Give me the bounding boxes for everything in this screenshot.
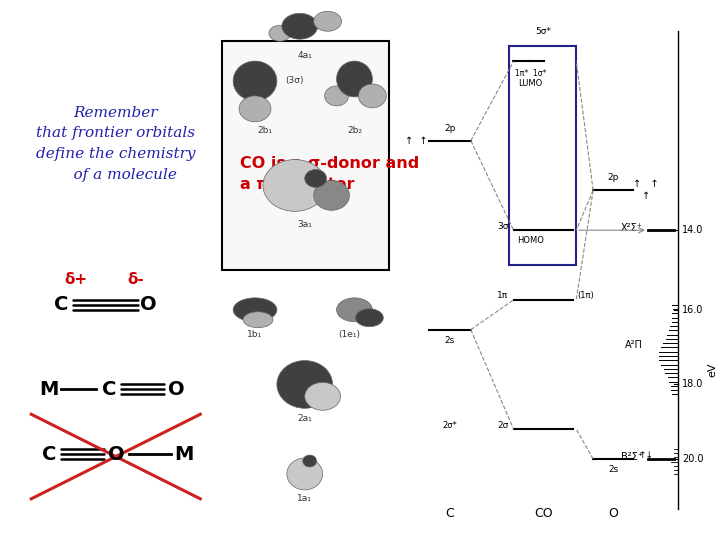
Ellipse shape — [277, 361, 333, 408]
Ellipse shape — [356, 309, 383, 327]
Text: 3σ: 3σ — [497, 222, 508, 231]
Text: 2a₁: 2a₁ — [297, 414, 312, 423]
Text: M: M — [40, 380, 59, 399]
Ellipse shape — [239, 96, 271, 122]
Ellipse shape — [336, 61, 372, 97]
Text: 1b₁: 1b₁ — [248, 330, 263, 339]
Text: 2s: 2s — [445, 336, 455, 345]
Text: ↑   ↑: ↑ ↑ — [633, 179, 659, 190]
Text: C: C — [446, 507, 454, 520]
Text: C: C — [54, 295, 68, 314]
Ellipse shape — [314, 11, 341, 31]
Text: A²Π: A²Π — [625, 340, 643, 349]
Text: 2b₂: 2b₂ — [347, 126, 362, 135]
Text: 16.0: 16.0 — [682, 305, 703, 315]
Ellipse shape — [302, 455, 317, 467]
Text: ↑↓: ↑↓ — [639, 450, 653, 460]
Text: eV: eV — [708, 362, 718, 377]
Text: 2σ: 2σ — [498, 421, 508, 430]
Text: (1e₁): (1e₁) — [338, 330, 361, 339]
Ellipse shape — [287, 458, 323, 490]
Text: B²Σ⁺: B²Σ⁺ — [621, 452, 643, 462]
Text: 1π: 1π — [498, 292, 508, 300]
Text: 2σ*: 2σ* — [443, 421, 457, 430]
Ellipse shape — [336, 298, 372, 322]
Text: δ+: δ+ — [64, 273, 88, 287]
Text: C: C — [102, 380, 116, 399]
Ellipse shape — [282, 14, 318, 39]
Text: (1π): (1π) — [577, 292, 594, 300]
Text: O: O — [140, 295, 157, 314]
Ellipse shape — [269, 25, 291, 41]
Text: 2b₁: 2b₁ — [258, 126, 272, 135]
Text: 20.0: 20.0 — [682, 454, 703, 464]
Text: 1π*  1σ*: 1π* 1σ* — [515, 69, 546, 78]
Text: 5σ*: 5σ* — [536, 27, 552, 36]
Text: CO is a σ-donor and
a π-acceptor: CO is a σ-donor and a π-acceptor — [240, 156, 419, 192]
Ellipse shape — [233, 61, 277, 101]
Bar — [222, 41, 390, 270]
Bar — [508, 46, 576, 265]
Text: 2p: 2p — [444, 124, 456, 133]
Text: HOMO: HOMO — [517, 236, 544, 245]
Ellipse shape — [359, 84, 387, 108]
Text: 2p: 2p — [608, 173, 618, 183]
Text: O: O — [168, 380, 185, 399]
Text: LUMO: LUMO — [518, 79, 543, 88]
Text: ↑: ↑ — [642, 191, 650, 201]
Text: 1a₁: 1a₁ — [297, 494, 312, 503]
Ellipse shape — [305, 170, 327, 187]
Text: 14.0: 14.0 — [682, 225, 703, 235]
Text: 18.0: 18.0 — [682, 380, 703, 389]
Text: 4a₁: 4a₁ — [297, 51, 312, 60]
Text: M: M — [175, 444, 194, 463]
Text: 3a₁: 3a₁ — [297, 220, 312, 230]
Ellipse shape — [314, 180, 349, 210]
Ellipse shape — [325, 86, 348, 106]
Text: ↑  ↑: ↑ ↑ — [405, 136, 428, 146]
Text: δ-: δ- — [127, 273, 144, 287]
Text: Remember
that frontier orbitals
define the chemistry
    of a molecule: Remember that frontier orbitals define t… — [36, 106, 196, 181]
Text: 2s: 2s — [608, 465, 618, 474]
Ellipse shape — [233, 298, 277, 322]
Text: O: O — [608, 507, 618, 520]
Ellipse shape — [305, 382, 341, 410]
Text: CO: CO — [534, 507, 553, 520]
Text: O: O — [109, 444, 125, 463]
Text: (3σ): (3σ) — [286, 76, 304, 85]
Text: X²Σ⁺: X²Σ⁺ — [621, 223, 643, 233]
Ellipse shape — [263, 160, 327, 211]
Ellipse shape — [243, 312, 273, 328]
Text: C: C — [42, 444, 56, 463]
